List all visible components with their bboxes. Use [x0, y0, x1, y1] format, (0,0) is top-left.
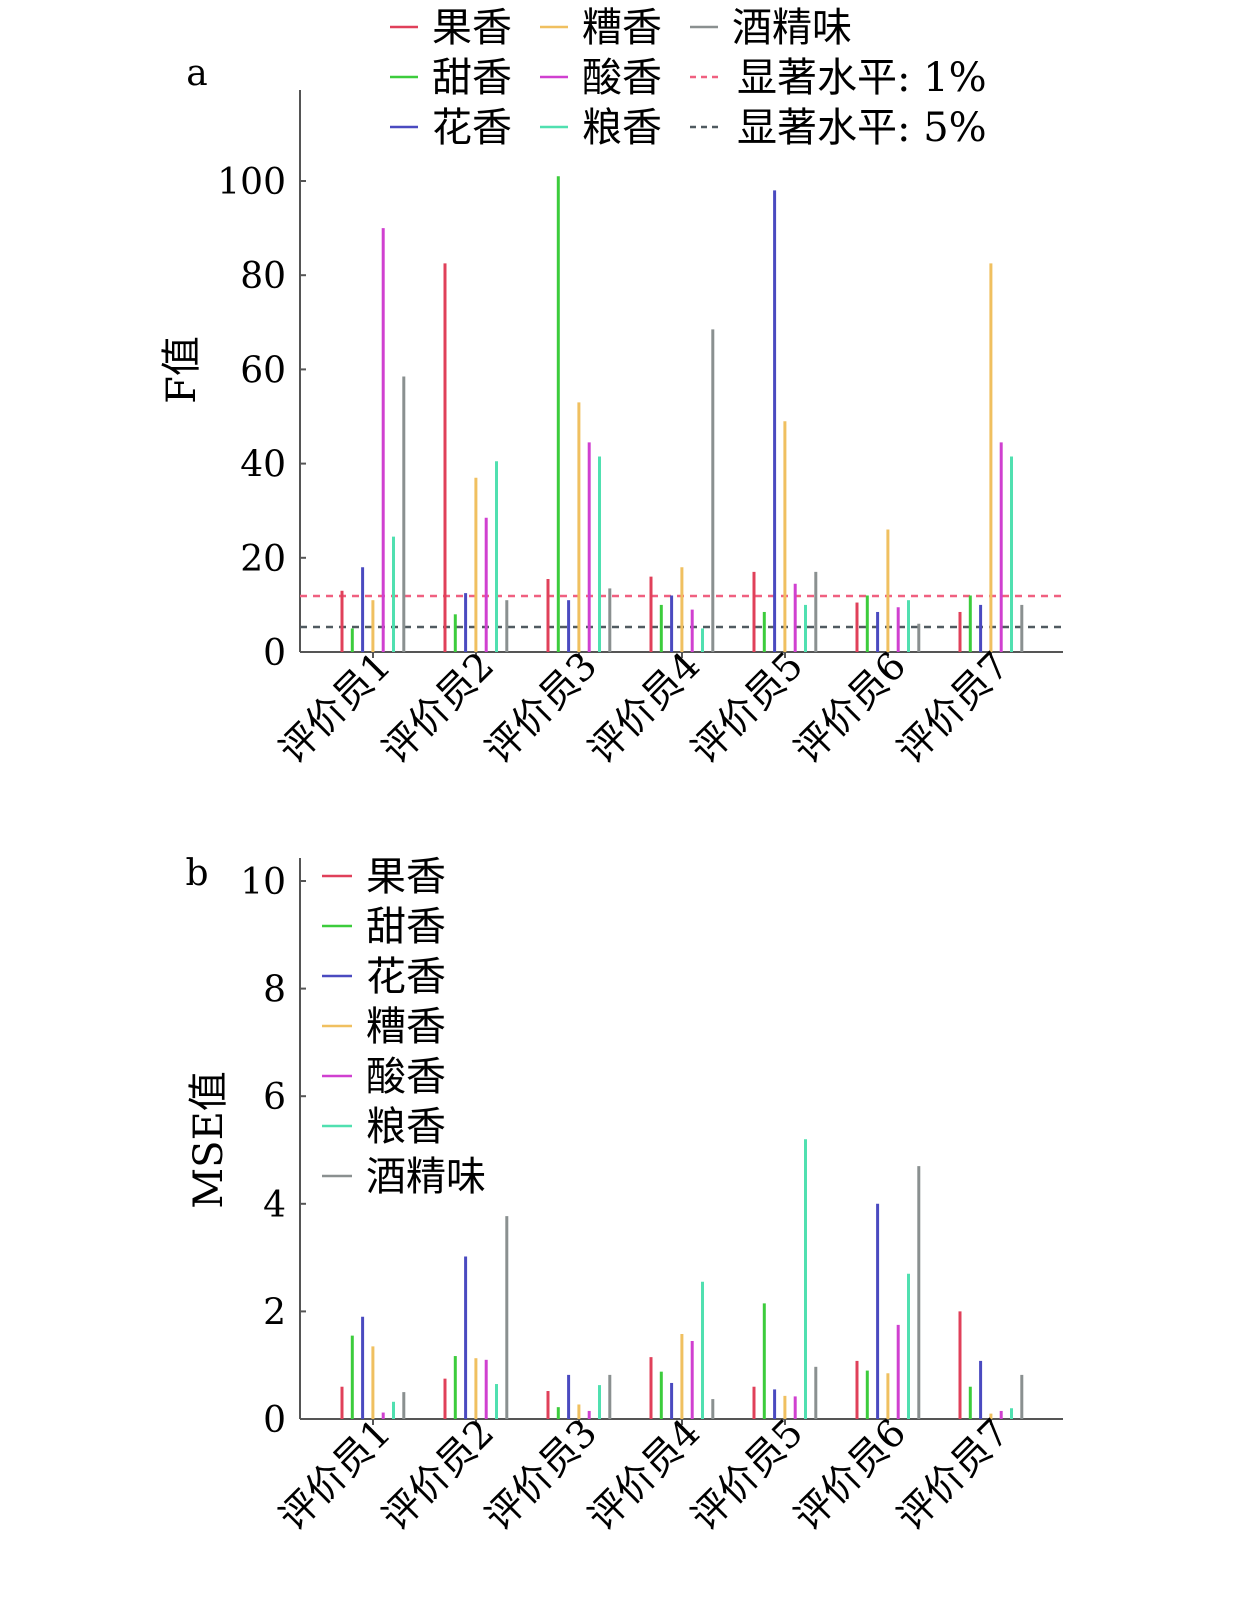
- legend-label: 显著水平: 5%: [737, 105, 987, 151]
- x-tick-label: 评价员7: [889, 1410, 1018, 1539]
- x-tick-label: 评价员1: [271, 643, 400, 772]
- legend-label: 糟香: [366, 1004, 446, 1050]
- legend-label: 粮香: [366, 1104, 446, 1150]
- legend-label: 花香: [432, 105, 512, 151]
- x-tick-label: 评价员4: [580, 643, 709, 772]
- legend-label: 果香: [432, 5, 512, 51]
- y-tick-label: 10: [240, 862, 286, 903]
- x-tick-label: 评价员3: [477, 643, 606, 772]
- legend-label: 酒精味: [732, 5, 852, 51]
- x-tick-label: 评价员4: [580, 1410, 709, 1539]
- legend-label: 酸香: [366, 1054, 446, 1100]
- y-tick-label: 40: [240, 445, 286, 486]
- legend-label: 显著水平: 1%: [737, 55, 987, 101]
- y-tick-label: 0: [263, 1400, 286, 1441]
- y-tick-label: 20: [240, 539, 286, 580]
- x-tick-label: 评价员1: [271, 1410, 400, 1539]
- x-tick-label: 评价员2: [374, 1410, 503, 1539]
- y-tick-label: 8: [263, 970, 286, 1011]
- y-tick-label: 0: [263, 633, 286, 674]
- legend-label: 甜香: [366, 904, 446, 950]
- legend-label: 糟香: [582, 5, 662, 51]
- y-axis-label: MSE值: [186, 1071, 232, 1209]
- y-tick-label: 80: [240, 256, 286, 297]
- legend-label: 酸香: [582, 55, 662, 101]
- y-tick-label: 6: [263, 1077, 286, 1118]
- y-tick-label: 60: [240, 350, 286, 391]
- legend-label: 酒精味: [366, 1154, 486, 1200]
- x-tick-label: 评价员3: [477, 1410, 606, 1539]
- x-tick-label: 评价员7: [889, 643, 1018, 772]
- x-tick-label: 评价员2: [374, 643, 503, 772]
- x-tick-label: 评价员5: [683, 643, 812, 772]
- legend-label: 粮香: [582, 105, 662, 151]
- legend-label: 甜香: [432, 55, 512, 101]
- y-tick-label: 100: [217, 162, 286, 203]
- x-tick-label: 评价员6: [786, 643, 915, 772]
- panel-label: a: [186, 53, 207, 94]
- x-tick-label: 评价员5: [683, 1410, 812, 1539]
- legend-label: 花香: [366, 954, 446, 1000]
- panel-label: b: [185, 853, 208, 894]
- y-axis-label: F值: [159, 336, 205, 404]
- y-tick-label: 2: [263, 1292, 286, 1333]
- legend-label: 果香: [366, 854, 446, 900]
- y-tick-label: 4: [263, 1185, 286, 1226]
- x-tick-label: 评价员6: [786, 1410, 915, 1539]
